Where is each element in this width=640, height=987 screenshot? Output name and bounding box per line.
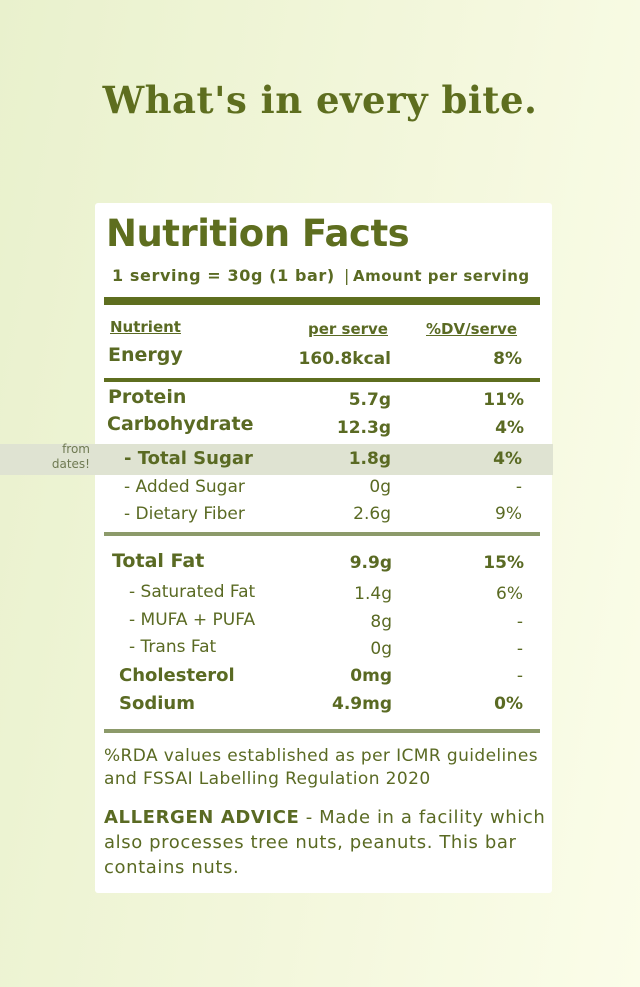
nutrient-dv: 8% — [493, 349, 522, 369]
nutrient-row-cholesterol: Cholesterol 0mg - — [0, 665, 640, 691]
nutrient-dv: 0% — [494, 694, 523, 714]
nutrient-name: - MUFA + PUFA — [129, 610, 256, 630]
nutrient-value: 2.6g — [353, 504, 391, 524]
divider-mid — [104, 378, 540, 382]
page-headline: What's in every bite. — [102, 78, 538, 122]
divider-grey — [104, 532, 540, 536]
nutrient-name: Energy — [108, 344, 183, 366]
nutrient-row-protein: Protein 5.7g 11% — [0, 386, 640, 412]
nutrient-row-energy: Energy 160.8kcal 8% — [0, 344, 640, 370]
nutrient-dv: 9% — [495, 504, 522, 524]
nutrient-name: - Saturated Fat — [129, 582, 256, 602]
nutrient-row-saturated-fat: - Saturated Fat 1.4g 6% — [0, 582, 640, 608]
nutrient-dv: 6% — [496, 584, 523, 604]
nutrient-value: 0g — [370, 639, 392, 659]
nutrient-value: 1.4g — [354, 584, 392, 604]
allergen-label: ALLERGEN ADVICE — [104, 807, 300, 828]
allergen-advice: ALLERGEN ADVICE - Made in a facility whi… — [104, 805, 549, 880]
nutrient-name: Cholesterol — [119, 665, 235, 686]
nutrient-value: 4.9mg — [332, 694, 392, 714]
serving-size: 1 serving = 30g (1 bar) — [112, 266, 335, 285]
nutrient-dv: - — [515, 477, 522, 497]
allergen-text: - Made in a facility which also processe… — [104, 807, 546, 878]
nutrient-dv: - — [516, 666, 523, 686]
nutrient-name: Total Fat — [112, 550, 205, 572]
nutrient-row-carbohydrate: Carbohydrate 12.3g 4% — [0, 413, 640, 439]
nutrient-dv: 4% — [495, 418, 524, 438]
nutrient-value: 8g — [370, 612, 392, 632]
panel-title: Nutrition Facts — [106, 212, 410, 255]
nutrient-dv: - — [516, 612, 523, 632]
nutrient-row-sodium: Sodium 4.9mg 0% — [0, 693, 640, 719]
nutrient-name: Protein — [108, 386, 187, 408]
nutrient-name: - Total Sugar — [124, 448, 253, 469]
nutrient-value: 0g — [369, 477, 391, 497]
nutrient-row-dietary-fiber: - Dietary Fiber 2.6g 9% — [0, 504, 640, 530]
serving-line: 1 serving = 30g (1 bar) | Amount per serv… — [112, 266, 530, 285]
nutrient-dv: 4% — [493, 449, 522, 469]
nutrient-row-trans-fat: - Trans Fat 0g - — [0, 637, 640, 663]
column-header-per-serve: per serve — [308, 320, 388, 338]
side-note: from dates! — [51, 442, 90, 471]
divider-thick — [104, 297, 540, 305]
nutrient-name: - Added Sugar — [124, 477, 245, 497]
amount-per-serving-label: Amount per serving — [353, 267, 530, 285]
nutrition-card — [95, 203, 552, 893]
rda-note: %RDA values established as per ICMR guid… — [104, 746, 538, 789]
nutrient-dv: - — [516, 639, 523, 659]
nutrient-row-total-sugar: - Total Sugar 1.8g 4% — [0, 448, 640, 474]
column-header-nutrient: Nutrient — [110, 318, 181, 336]
nutrient-row-mufa-pufa: - MUFA + PUFA 8g - — [0, 610, 640, 636]
nutrient-row-added-sugar: - Added Sugar 0g - — [0, 477, 640, 503]
nutrient-value: 5.7g — [348, 390, 391, 410]
serving-separator: | — [344, 266, 351, 285]
nutrient-dv: 15% — [483, 553, 524, 573]
nutrient-name: Sodium — [119, 693, 195, 714]
nutrient-value: 160.8kcal — [298, 349, 391, 369]
nutrient-value: 0mg — [350, 666, 392, 686]
nutrient-name: - Dietary Fiber — [124, 504, 245, 524]
nutrient-name: Carbohydrate — [107, 413, 254, 435]
nutrient-value: 1.8g — [348, 449, 391, 469]
nutrient-value: 12.3g — [336, 418, 391, 438]
nutrient-dv: 11% — [483, 390, 524, 410]
total-sugar-highlight — [0, 444, 553, 475]
nutrient-row-total-fat: Total Fat 9.9g 15% — [0, 550, 640, 576]
column-header-dv: %DV/serve — [426, 320, 518, 338]
nutrient-name: - Trans Fat — [129, 637, 217, 657]
nutrient-value: 9.9g — [349, 553, 392, 573]
divider-grey-bottom — [104, 729, 540, 733]
